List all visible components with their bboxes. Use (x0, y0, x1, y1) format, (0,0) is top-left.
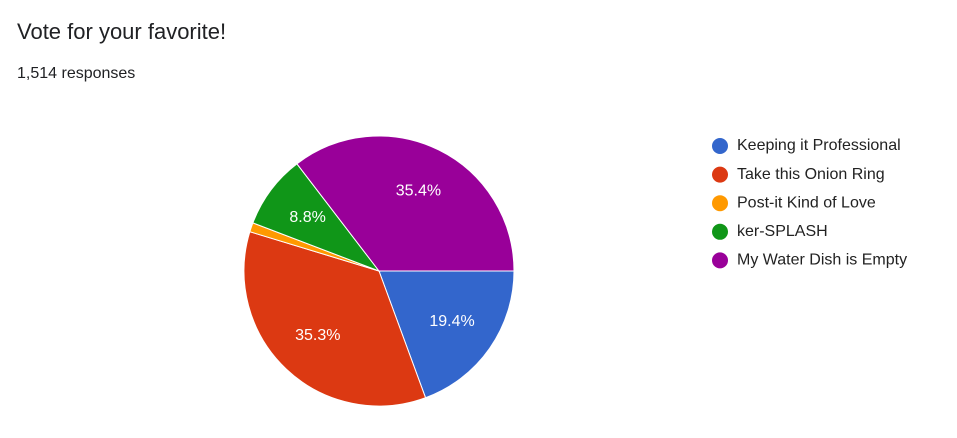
legend-label: My Water Dish is Empty (737, 252, 907, 269)
legend-swatch (712, 223, 728, 240)
slice-label: 19.4% (429, 313, 474, 330)
chart-subtitle: 1,514 responses (17, 65, 135, 82)
legend-swatch (712, 252, 728, 269)
legend-swatch (712, 195, 728, 212)
slice-label: 35.3% (295, 327, 340, 344)
legend-label: Keeping it Professional (737, 137, 901, 154)
legend-label: Take this Onion Ring (737, 166, 885, 183)
pie-slice (296, 135, 515, 272)
slice-label: 8.8% (289, 209, 325, 226)
slice-label: 35.4% (396, 182, 441, 199)
legend-label: ker-SPLASH (737, 223, 828, 240)
legend-swatch (712, 166, 728, 183)
chart-title: Vote for your favorite! (17, 19, 226, 44)
legend-swatch (712, 138, 728, 154)
legend-label: Post-it Kind of Love (737, 194, 876, 211)
pie-slice (378, 270, 515, 399)
pie-slice (243, 231, 427, 407)
